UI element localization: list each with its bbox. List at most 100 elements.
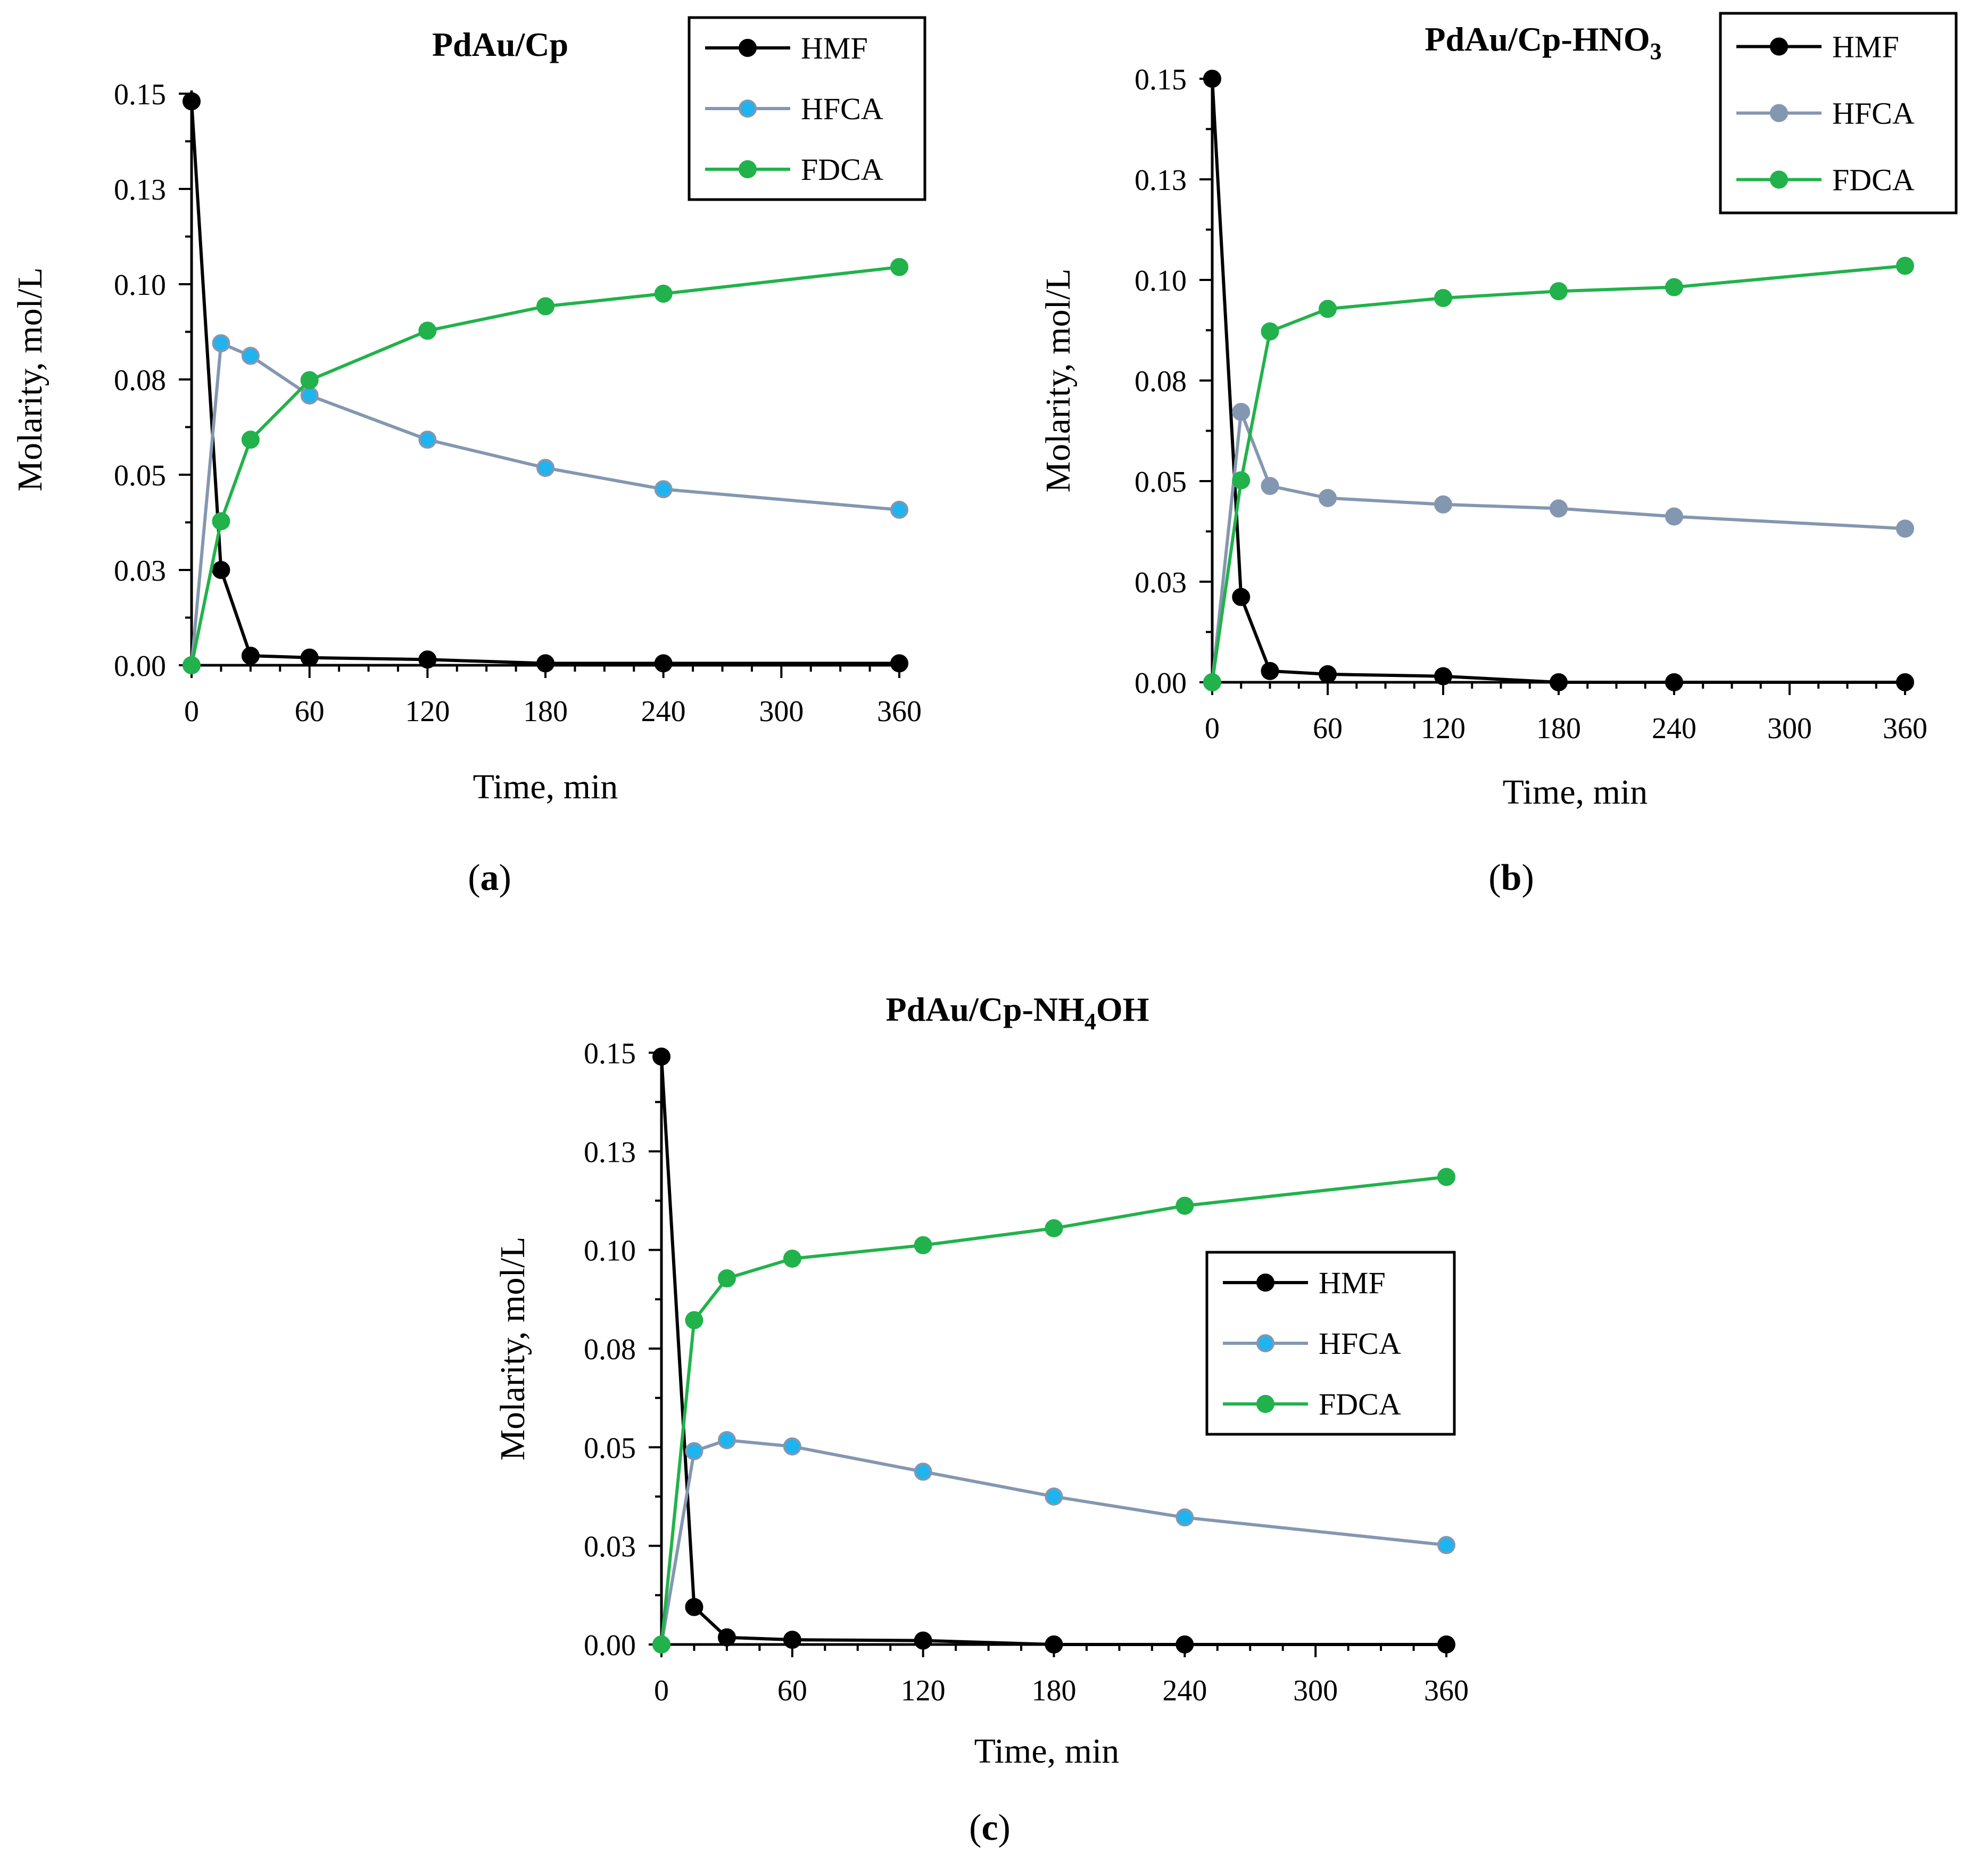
data-point-fdca <box>1437 1168 1455 1186</box>
data-point-fdca <box>1665 278 1683 296</box>
x-tick-label: 60 <box>295 695 325 728</box>
y-axis-label: Molarity, mol/L <box>1039 268 1078 492</box>
legend-swatch-marker <box>1770 104 1788 122</box>
data-point-hmf <box>1665 673 1683 691</box>
data-point-fdca <box>1550 282 1568 301</box>
chart-panel-b: PdAu/Cp-HNO3 0.00 0.03 0.05 0.08 0.10 0.13 0.15… <box>1039 12 1958 812</box>
y-tick-label: 0.03 <box>584 1531 636 1564</box>
chart-title: PdAu/Cp-NH4OH <box>886 990 1149 1035</box>
y-tick-label: 0.03 <box>114 555 166 588</box>
series-line-hmf <box>190 101 899 665</box>
data-point-hfca <box>1665 507 1683 526</box>
x-tick-label: 240 <box>1652 712 1696 745</box>
data-point-hmf <box>1437 1635 1455 1654</box>
legend-item-fdca: FDCA <box>1223 1387 1401 1422</box>
legend-label: HMF <box>801 31 868 65</box>
data-point-hmf <box>418 650 437 669</box>
x-tick-label: 0 <box>654 1674 669 1707</box>
chart-title-main: PdAu/Cp-NH <box>886 990 1085 1028</box>
legend: HMF HFCA FDCA <box>1719 12 1958 214</box>
data-point-hfca <box>914 1462 932 1481</box>
y-tick-label: 0.13 <box>1135 164 1187 197</box>
data-point-hmf <box>1175 1635 1194 1654</box>
legend-swatch-marker <box>1770 37 1788 56</box>
data-point-fdca <box>1319 300 1337 318</box>
data-point-fdca <box>1175 1196 1194 1215</box>
x-tick-label: 60 <box>1313 712 1343 745</box>
data-point-hmf <box>1434 667 1452 685</box>
data-point-fdca <box>212 512 230 531</box>
x-axis-label: Time, min <box>1503 773 1648 812</box>
legend-item-hfca: HFCA <box>1736 96 1915 131</box>
data-point-hmf <box>183 92 201 111</box>
series-line-hmf <box>1211 78 1905 684</box>
data-point-fdca <box>783 1249 801 1268</box>
data-point-hmf <box>1261 662 1279 680</box>
data-point-hfca <box>1232 402 1251 421</box>
y-tick-label: 0.10 <box>114 269 166 302</box>
data-point-hmf <box>241 647 260 665</box>
legend-label: HMF <box>1319 1266 1386 1300</box>
data-point-hfca <box>1175 1508 1194 1527</box>
legend-item-fdca: FDCA <box>705 152 883 187</box>
x-tick-label: 120 <box>1421 712 1466 745</box>
data-point-fdca <box>1232 471 1251 490</box>
data-point-hmf <box>652 1047 670 1066</box>
caption-a-letter: a <box>480 857 499 898</box>
data-point-fdca <box>717 1269 736 1288</box>
y-tick-label: 0.00 <box>584 1629 636 1662</box>
legend-item-hmf: HMF <box>705 31 868 65</box>
x-tick-label: 0 <box>1205 712 1220 745</box>
x-tick-label: 300 <box>759 695 804 728</box>
legend-item-hfca: HFCA <box>1223 1326 1401 1361</box>
caption-c: (c) <box>969 1807 1011 1848</box>
x-axis-label: Time, min <box>974 1732 1120 1771</box>
y-axis-label: Molarity, mol/L <box>493 1236 532 1460</box>
y-tick-label: 0.05 <box>1135 466 1187 499</box>
data-point-hfca <box>1437 1536 1455 1555</box>
data-point-fdca <box>183 656 201 674</box>
legend-label: HFCA <box>1319 1326 1401 1361</box>
legend-item-hmf: HMF <box>1736 30 1899 64</box>
data-point-hfca <box>717 1431 736 1449</box>
series-line-fdca <box>1211 264 1906 683</box>
data-point-hmf <box>783 1631 801 1649</box>
chart-title-main: PdAu/Cp-HNO <box>1425 20 1650 58</box>
data-point-fdca <box>536 297 554 316</box>
caption-b-letter: b <box>1501 857 1522 898</box>
data-point-fdca <box>241 431 260 449</box>
x-tick-label: 300 <box>1293 1674 1338 1707</box>
data-point-hmf <box>1319 665 1337 683</box>
y-tick-label: 0.13 <box>114 173 166 206</box>
y-tick-label: 0.00 <box>114 650 166 683</box>
y-tick-label: 0.03 <box>1135 566 1187 599</box>
legend: HMF HFCA FDCA <box>688 16 926 201</box>
chart-title-subscript: 3 <box>1650 38 1662 64</box>
data-point-hfca <box>890 500 908 519</box>
data-point-fdca <box>1045 1219 1063 1237</box>
legend-label: HMF <box>1832 30 1899 64</box>
legend-swatch-marker <box>1256 1395 1274 1413</box>
legend-swatch-marker <box>739 39 757 57</box>
y-tick-label: 0.05 <box>584 1432 636 1465</box>
data-point-hfca <box>1434 495 1452 514</box>
y-tick-label: 0.13 <box>584 1136 636 1169</box>
data-point-fdca <box>652 1635 670 1654</box>
data-point-hmf <box>890 654 908 673</box>
y-axis-label: Molarity, mol/L <box>11 267 49 491</box>
x-tick-label: 240 <box>641 695 686 728</box>
x-axis-label: Time, min <box>473 767 618 806</box>
chart-panel-a: PdAu/Cp 0.00 0.03 0.05 0.08 0.10 0.13 0.15 0 60 12… <box>11 16 926 806</box>
legend-swatch-marker <box>1256 1274 1274 1292</box>
data-point-hmf <box>654 654 673 673</box>
chart-title-suffix: OH <box>1096 990 1149 1028</box>
legend-swatch-marker <box>739 160 757 178</box>
y-tick-label: 0.10 <box>1135 265 1187 297</box>
data-point-fdca <box>300 371 319 390</box>
data-point-hmf <box>1045 1635 1063 1654</box>
data-point-fdca <box>418 321 437 340</box>
data-point-hfca <box>418 431 437 449</box>
y-tick-label: 0.00 <box>1135 667 1187 700</box>
data-point-fdca <box>890 258 908 276</box>
data-point-hfca <box>783 1437 801 1456</box>
